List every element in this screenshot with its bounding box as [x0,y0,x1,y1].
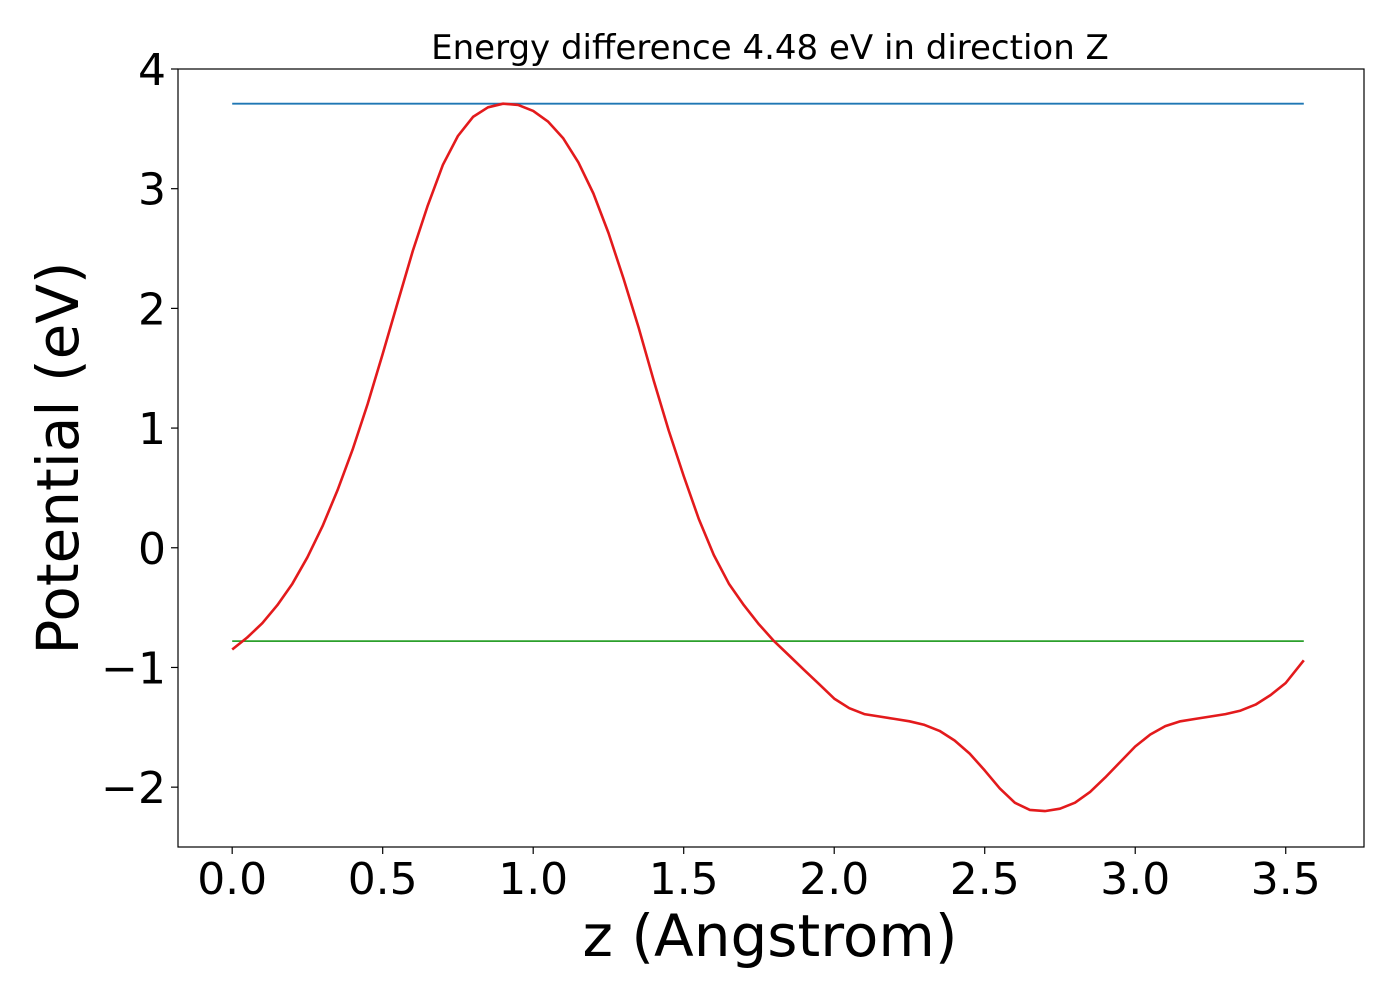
plot-frame [177,68,1365,848]
plot-area [231,102,1305,813]
x-tick-label: 0.0 [197,854,267,905]
y-tick-label: 1 [138,404,166,455]
y-tick-label: 0 [138,524,166,575]
series-line-0 [231,102,1305,813]
x-tick-label: 0.5 [348,854,418,905]
x-tick-label: 3.0 [1100,854,1170,905]
chart-title: Energy difference 4.48 eV in direction Z [431,28,1109,68]
x-tick-label: 1.5 [649,854,719,905]
y-axis: −2 −1 0 1 2 3 4 [101,45,178,814]
x-axis: 0.0 0.5 1.0 1.5 2.0 2.5 3.0 3.5 [197,847,1321,905]
x-tick-label: 2.5 [950,854,1020,905]
y-tick-label: 2 [138,284,166,335]
y-tick-label: −2 [101,763,166,814]
x-tick-label: 3.5 [1251,854,1321,905]
x-axis-label: z (Angstrom) [583,902,958,970]
x-tick-label: 1.0 [498,854,568,905]
y-tick-label: −1 [101,643,166,694]
x-tick-label: 2.0 [799,854,869,905]
y-tick-label: 4 [138,45,166,96]
y-axis-label: Potential (eV) [24,261,92,654]
y-tick-label: 3 [138,165,166,216]
